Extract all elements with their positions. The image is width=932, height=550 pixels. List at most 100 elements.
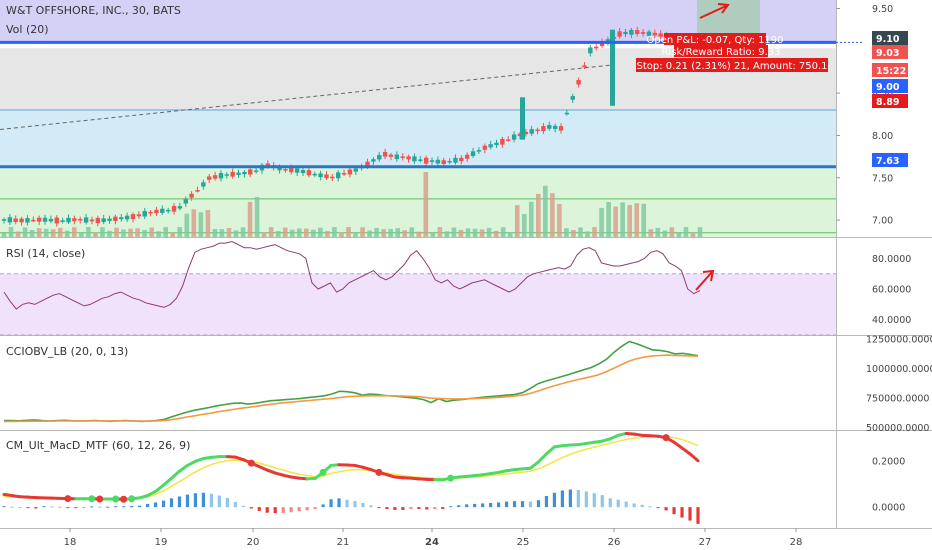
candle-body[interactable] (476, 150, 482, 152)
candle-body[interactable] (535, 129, 540, 132)
candle-body[interactable] (324, 174, 329, 179)
candle-body[interactable] (54, 217, 59, 224)
candle-body[interactable] (101, 218, 106, 223)
candle-body[interactable] (435, 159, 441, 164)
candle-body[interactable] (371, 159, 376, 162)
candle-body[interactable] (330, 176, 335, 179)
candle-body[interactable] (511, 134, 517, 140)
candle-body[interactable] (218, 173, 224, 179)
candle-body[interactable] (113, 216, 118, 221)
candle-body[interactable] (520, 97, 525, 140)
candle-body[interactable] (570, 96, 575, 100)
candle-body[interactable] (242, 171, 247, 175)
candle-body[interactable] (72, 218, 77, 222)
candle-body[interactable] (388, 154, 394, 157)
candle-body[interactable] (142, 211, 147, 217)
candle-body[interactable] (494, 142, 499, 146)
candle-body[interactable] (119, 217, 124, 220)
candle-body[interactable] (19, 218, 24, 223)
candle-body[interactable] (610, 29, 615, 106)
candle-body[interactable] (617, 31, 622, 37)
candle-body[interactable] (183, 199, 188, 204)
candle-body[interactable] (60, 220, 65, 222)
candle-body[interactable] (78, 219, 83, 221)
candle-body[interactable] (25, 218, 30, 223)
candle-body[interactable] (312, 173, 317, 176)
candle-body[interactable] (36, 217, 42, 222)
candle-body[interactable] (576, 80, 581, 85)
candle-body[interactable] (470, 151, 476, 156)
candle-body[interactable] (441, 160, 446, 165)
candle-body[interactable] (418, 159, 423, 161)
candle-body[interactable] (177, 206, 183, 209)
candle-body[interactable] (195, 190, 200, 192)
candle-body[interactable] (107, 218, 112, 221)
candle-body[interactable] (646, 31, 652, 36)
candle-body[interactable] (318, 173, 323, 178)
candle-body[interactable] (506, 139, 511, 141)
candle-body[interactable] (136, 214, 142, 217)
candle-body[interactable] (406, 156, 411, 160)
candle-body[interactable] (394, 154, 400, 160)
candle-body[interactable] (400, 156, 405, 159)
candle-body[interactable] (230, 171, 235, 177)
candle-body[interactable] (447, 160, 452, 163)
candle-body[interactable] (488, 144, 493, 148)
candle-body[interactable] (547, 124, 552, 129)
candle-body[interactable] (294, 168, 300, 173)
candle-body[interactable] (277, 166, 282, 171)
candle-body[interactable] (336, 172, 341, 179)
candle-body[interactable] (593, 46, 599, 49)
candle-body[interactable] (89, 219, 95, 222)
candle-body[interactable] (283, 169, 288, 171)
candle-body[interactable] (248, 169, 253, 175)
candle-body[interactable] (382, 151, 388, 157)
candle-body[interactable] (300, 170, 306, 174)
candle-body[interactable] (7, 217, 13, 223)
candle-body[interactable] (154, 209, 159, 214)
candle-body[interactable] (482, 145, 487, 150)
candle-body[interactable] (130, 214, 136, 220)
candle-body[interactable] (629, 29, 634, 35)
candle-body[interactable] (253, 170, 259, 172)
candle-body[interactable] (341, 173, 347, 175)
candle-body[interactable] (189, 193, 194, 198)
candle-body[interactable] (564, 112, 570, 115)
candle-body[interactable] (265, 163, 271, 167)
candle-body[interactable] (207, 176, 212, 180)
candle-body[interactable] (652, 32, 658, 36)
candle-body[interactable] (412, 156, 417, 162)
candle-body[interactable] (517, 133, 523, 137)
candle-body[interactable] (588, 47, 593, 54)
candle-body[interactable] (541, 126, 546, 132)
candle-body[interactable] (529, 129, 534, 134)
candle-body[interactable] (377, 155, 382, 160)
candle-body[interactable] (165, 209, 171, 212)
candle-body[interactable] (459, 157, 464, 162)
candle-body[interactable] (148, 211, 153, 214)
candle-body[interactable] (31, 219, 36, 222)
candle-body[interactable] (1, 219, 7, 221)
candle-body[interactable] (558, 126, 564, 131)
candle-body[interactable] (453, 157, 458, 163)
candle-body[interactable] (599, 41, 605, 47)
candle-body[interactable] (212, 175, 218, 179)
candle-body[interactable] (582, 65, 587, 68)
candle-body[interactable] (160, 208, 165, 213)
candle-body[interactable] (365, 161, 370, 167)
candle-body[interactable] (347, 169, 353, 175)
candle-body[interactable] (224, 174, 230, 176)
candle-body[interactable] (640, 32, 646, 34)
candle-body[interactable] (171, 205, 177, 212)
candle-body[interactable] (523, 131, 529, 135)
candle-body[interactable] (83, 217, 89, 223)
candle-body[interactable] (48, 218, 54, 222)
candle-body[interactable] (289, 167, 294, 173)
candle-body[interactable] (66, 217, 71, 223)
candle-body[interactable] (429, 160, 435, 162)
candle-body[interactable] (42, 217, 48, 222)
candle-body[interactable] (306, 170, 312, 176)
candle-body[interactable] (201, 182, 206, 187)
candle-body[interactable] (464, 154, 470, 159)
candle-body[interactable] (13, 218, 18, 222)
